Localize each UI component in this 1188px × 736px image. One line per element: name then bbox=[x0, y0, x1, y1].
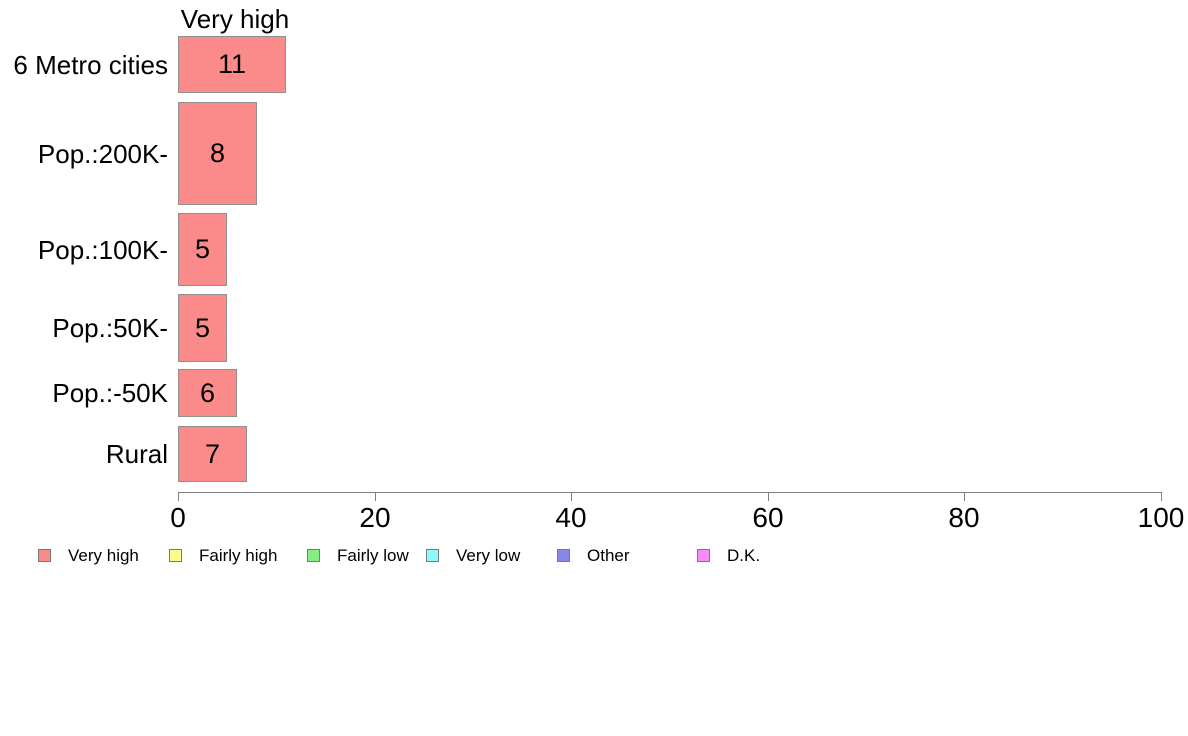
legend-label: Fairly high bbox=[199, 546, 278, 565]
bar: 5 bbox=[178, 294, 227, 362]
bar: 5 bbox=[178, 213, 227, 286]
legend-label: Fairly low bbox=[337, 546, 409, 565]
chart-title: Very high bbox=[180, 4, 290, 34]
category-label: 6 Metro cities bbox=[13, 49, 168, 80]
legend-item: Other bbox=[557, 546, 630, 565]
bar: 11 bbox=[178, 36, 286, 93]
category-label: Pop.:200K- bbox=[37, 138, 168, 169]
x-axis-tick bbox=[571, 492, 572, 501]
x-axis-tick-label: 60 bbox=[752, 502, 784, 533]
legend-item: Very low bbox=[426, 546, 521, 565]
legend-swatch-very-high bbox=[38, 549, 51, 562]
category-label: Pop.:100K- bbox=[37, 234, 168, 265]
x-axis-tick-label: 20 bbox=[359, 502, 391, 533]
bar-value-label: 6 bbox=[199, 377, 216, 408]
legend-swatch-very-low bbox=[426, 549, 439, 562]
bar: 6 bbox=[178, 369, 237, 417]
legend-label: Very high bbox=[68, 546, 139, 565]
legend-item: Very high bbox=[38, 546, 139, 565]
category-label: Pop.:50K- bbox=[52, 313, 168, 343]
legend-swatch-fairly-high bbox=[169, 549, 182, 562]
bar-value-label: 5 bbox=[194, 312, 211, 343]
legend-swatch-d-k bbox=[697, 549, 710, 562]
x-axis-tick bbox=[178, 492, 179, 501]
legend-swatch-other bbox=[557, 549, 570, 562]
x-axis-tick bbox=[768, 492, 769, 501]
legend-item: D.K. bbox=[697, 546, 761, 565]
category-label: Pop.:-50K bbox=[52, 378, 168, 408]
legend-label: Very low bbox=[456, 546, 521, 565]
x-axis-tick-label: 40 bbox=[555, 502, 587, 533]
bar-value-label: 5 bbox=[194, 234, 211, 264]
x-axis-tick-label: 0 bbox=[170, 502, 186, 533]
legend-swatch-fairly-low bbox=[307, 549, 320, 562]
x-axis-tick bbox=[964, 492, 965, 501]
bar: 7 bbox=[178, 426, 247, 482]
x-axis-tick-label: 100 bbox=[1137, 502, 1185, 533]
x-axis-line bbox=[178, 492, 1162, 493]
x-axis-tick bbox=[375, 492, 376, 501]
bar-value-label: 7 bbox=[204, 438, 221, 469]
x-axis-tick-label: 80 bbox=[948, 502, 980, 533]
x-axis-tick bbox=[1161, 492, 1162, 501]
bar-value-label: 11 bbox=[217, 49, 247, 79]
legend-label: Other bbox=[587, 546, 630, 565]
legend-label: D.K. bbox=[727, 546, 761, 565]
legend-item: Fairly high bbox=[169, 546, 278, 565]
bar-value-label: 8 bbox=[209, 138, 226, 168]
bar: 8 bbox=[178, 102, 257, 205]
legend-item: Fairly low bbox=[307, 546, 409, 565]
category-label: Rural bbox=[105, 439, 168, 469]
